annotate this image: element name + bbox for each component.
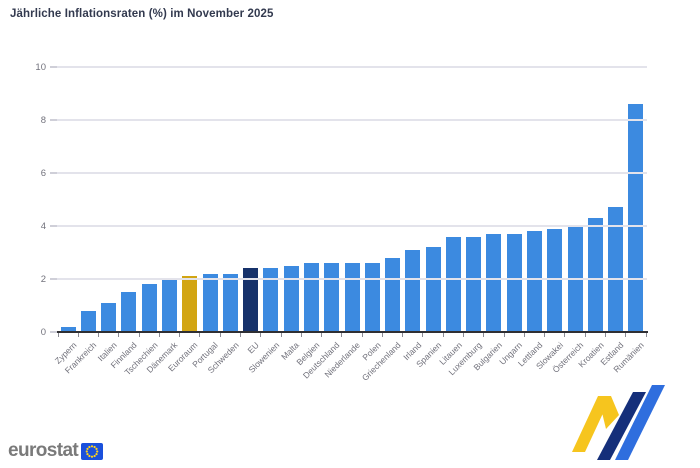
bar-slowenien (263, 268, 279, 332)
x-axis-tick-mark (584, 333, 586, 337)
plot-area (57, 66, 647, 332)
x-axis-tick-mark (98, 333, 100, 337)
y-axis-tick-mark (50, 66, 57, 68)
bar-schweden (222, 273, 238, 332)
eurostat-ribbon-graphic (572, 385, 665, 460)
x-axis-tick-mark (503, 333, 505, 337)
x-axis-tick-mark (260, 333, 262, 337)
bar-euroraum (182, 276, 198, 332)
bar-luxemburg (466, 236, 482, 332)
x-axis-label-eu: EU (245, 340, 261, 356)
bar-finnland (121, 292, 137, 332)
x-axis-tick-mark (442, 333, 444, 337)
bar-bulgarien (486, 233, 502, 332)
bar-belgien (303, 263, 319, 332)
bar-rumänien (628, 104, 644, 332)
eurostat-logo: eurostat (8, 440, 104, 461)
x-axis-tick-mark (57, 333, 59, 337)
y-axis-tick-label: 8 (40, 114, 46, 126)
ribbon-yellow-rise (572, 396, 611, 452)
bar-litauen (445, 236, 461, 332)
x-axis-tick-mark (77, 333, 79, 337)
x-axis-tick-mark (544, 333, 546, 337)
bar-malta (283, 265, 299, 332)
bar-tschechien (141, 284, 157, 332)
bar-griechenland (385, 257, 401, 332)
bar-lettland (526, 231, 542, 332)
bar-irland (405, 249, 421, 332)
x-axis-tick-mark (179, 333, 181, 337)
y-axis-tick-mark (50, 278, 57, 280)
x-axis-tick-mark (564, 333, 566, 337)
gridline-4 (57, 225, 647, 227)
x-axis-tick-mark (341, 333, 343, 337)
x-axis-tick-mark (321, 333, 323, 337)
eu-flag-icon (81, 443, 104, 460)
gridline-8 (57, 119, 647, 121)
x-axis-tick-mark (422, 333, 424, 337)
x-axis-tick-mark (158, 333, 160, 337)
y-axis-tick-mark (50, 172, 57, 174)
x-axis-tick-mark (199, 333, 201, 337)
y-axis-tick-mark (50, 331, 57, 333)
bar-dänemark (162, 279, 178, 332)
x-axis-tick-mark (402, 333, 404, 337)
y-axis-tick-label: 4 (40, 220, 46, 232)
bar-spanien (425, 247, 441, 332)
bar-niederlande (344, 263, 360, 332)
bar-deutschland (324, 263, 340, 332)
ribbon-blue (615, 385, 665, 460)
ribbon-yellow-leg (598, 396, 619, 429)
bar-zypern (60, 326, 76, 332)
bar-ungarn (506, 233, 522, 332)
bar-estland (608, 207, 624, 332)
chart-title: Jährliche Inflationsraten (%) im Novembe… (10, 8, 274, 20)
x-axis-tick-mark (219, 333, 221, 337)
y-axis-tick-label: 2 (40, 273, 46, 285)
x-axis-tick-mark (280, 333, 282, 337)
x-axis-tick-mark (138, 333, 140, 337)
x-axis-tick-mark (483, 333, 485, 337)
gridline-2 (57, 278, 647, 280)
bar-eu (243, 268, 259, 332)
x-axis-tick-mark (118, 333, 120, 337)
bar-italien (101, 302, 117, 332)
x-axis-tick-mark (645, 333, 647, 337)
y-axis-tick-label: 6 (40, 167, 46, 179)
y-axis-tick-mark (50, 119, 57, 121)
bar-polen (364, 263, 380, 332)
gridline-6 (57, 172, 647, 174)
x-axis-tick-mark (463, 333, 465, 337)
y-axis-tick-label: 10 (35, 61, 46, 73)
y-axis-tick-mark (50, 225, 57, 227)
gridline-10 (57, 66, 647, 68)
x-axis-tick-mark (523, 333, 525, 337)
ribbon-navy (597, 392, 646, 460)
bar-portugal (202, 273, 218, 332)
eurostat-logo-text: eurostat (8, 440, 79, 461)
x-axis-tick-mark (381, 333, 383, 337)
x-axis-tick-mark (361, 333, 363, 337)
x-axis-tick-mark (604, 333, 606, 337)
x-axis-line (57, 331, 648, 333)
x-axis-tick-mark (300, 333, 302, 337)
bar-kroatien (587, 218, 603, 332)
x-axis-tick-mark (625, 333, 627, 337)
x-axis-tick-mark (239, 333, 241, 337)
bar-slowakei (547, 228, 563, 332)
y-axis-tick-label: 0 (40, 326, 46, 338)
bar-frankreich (80, 310, 96, 332)
